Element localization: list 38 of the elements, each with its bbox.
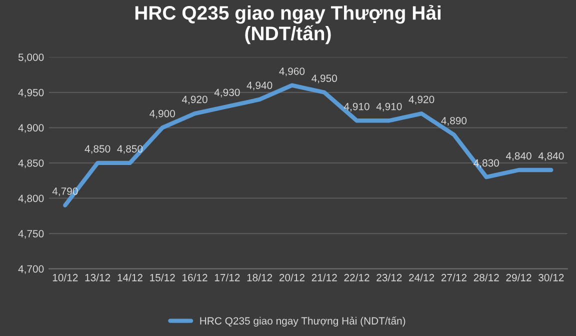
data-label: 4,960 [279,68,305,76]
x-tick-label: 14/12 [118,274,142,282]
x-tick-label: 20/12 [279,274,304,282]
x-tick-label: 17/12 [214,274,240,282]
x-tick-label: 13/12 [85,274,110,282]
data-label: 4,890 [441,116,467,126]
x-tick-label: 29/12 [506,274,532,282]
y-tick-label: 4,750 [18,230,44,239]
x-tick-label: 10/12 [52,274,78,282]
x-tick-label: 18/12 [247,274,272,282]
data-label: 4,940 [246,82,272,90]
x-tick-label: 27/12 [441,274,466,282]
data-label: 4,910 [376,102,402,112]
x-tick-label: 24/12 [409,274,434,282]
y-tick-label: 4,800 [18,194,44,204]
x-tick-label: 30/12 [538,274,564,282]
y-tick-label: 4,900 [18,124,44,133]
data-label: 4,850 [84,145,110,154]
data-label: 4,920 [408,96,434,104]
y-tick-label: 4,850 [18,159,44,168]
data-label: 4,950 [312,74,337,84]
x-tick-label: 23/12 [376,274,402,282]
data-label: 4,840 [506,152,532,161]
x-tick-label: 15/12 [150,274,175,282]
x-tick-label: 22/12 [344,274,370,282]
data-label: 4,920 [182,96,208,104]
data-label: 4,910 [344,102,370,112]
x-tick-label: 16/12 [182,274,208,282]
legend-label: HRC Q235 giao ngay Thượng Hải (NDT/tấn) [200,316,406,327]
data-label: 4,930 [214,88,240,98]
data-label: 4,900 [150,110,175,119]
y-tick-label: 4,700 [18,265,44,274]
x-tick-label: 28/12 [474,274,499,282]
data-label: 4,840 [538,152,564,161]
y-tick-label: 4,950 [18,88,44,98]
y-tick-label: 5,000 [18,54,44,62]
x-tick-label: 21/12 [312,274,337,282]
chart-title: HRC Q235 giao ngay Thượng Hải (NDT/tấn) [135,5,440,44]
